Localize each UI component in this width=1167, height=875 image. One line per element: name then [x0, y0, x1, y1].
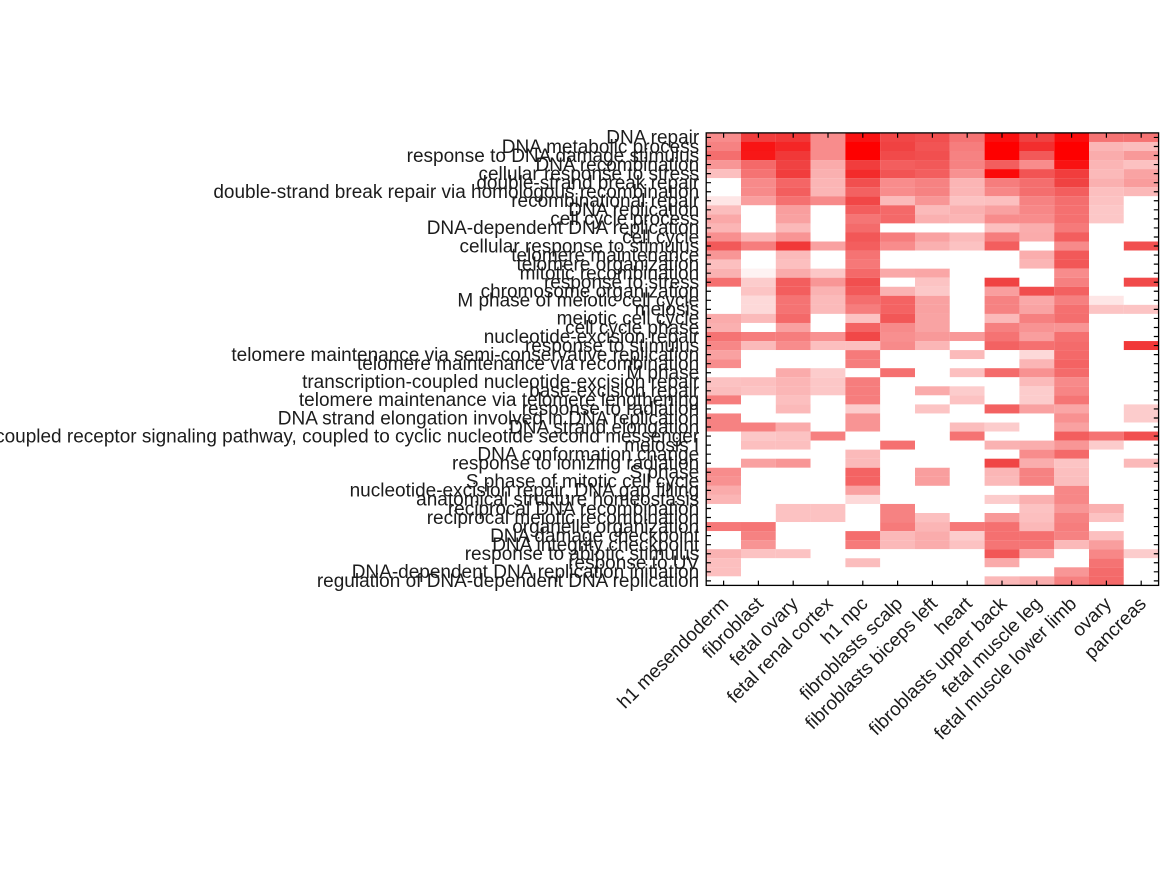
- svg-text:meiosis I: meiosis I: [624, 435, 699, 456]
- svg-text:DNA damage checkpoint: DNA damage checkpoint: [490, 526, 700, 547]
- svg-text:reciprocal meiotic recombinati: reciprocal meiotic recombination: [427, 508, 699, 529]
- svg-text:cellular response to stimulus: cellular response to stimulus: [459, 236, 699, 257]
- svg-text:nucleotide-excision repair: nucleotide-excision repair: [484, 327, 700, 348]
- svg-text:telomere maintenance via recom: telomere maintenance via recombination: [357, 354, 699, 375]
- svg-text:DNA integrity checkpoint: DNA integrity checkpoint: [492, 535, 700, 556]
- svg-text:M phase of meiotic cell cycle: M phase of meiotic cell cycle: [457, 291, 699, 312]
- svg-text:response to radiation: response to radiation: [522, 399, 699, 420]
- svg-text:response to UV: response to UV: [568, 553, 699, 574]
- svg-text:cellular response to stress: cellular response to stress: [478, 164, 699, 185]
- svg-text:base-excision repair: base-excision repair: [529, 381, 700, 402]
- svg-text:S phase: S phase: [629, 463, 699, 484]
- svg-text:DNA-dependent DNA replication: DNA-dependent DNA replication: [427, 218, 700, 239]
- svg-text:chromosome organization: chromosome organization: [481, 282, 700, 303]
- svg-text:double-strand break repair via: double-strand break repair via homologou…: [213, 182, 699, 203]
- svg-text:DNA repair: DNA repair: [606, 128, 700, 149]
- svg-text:DNA strand elongation involved: DNA strand elongation involved in DNA re…: [278, 408, 699, 429]
- svg-text:telomere maintenance via telom: telomere maintenance via telomere length…: [299, 390, 699, 411]
- svg-text:organelle organization: organelle organization: [512, 517, 699, 538]
- svg-text:recombinational repair: recombinational repair: [511, 191, 700, 212]
- svg-text:meiotic cell cycle: meiotic cell cycle: [557, 309, 700, 330]
- svg-text:regulation of DNA-dependent DN: regulation of DNA-dependent DNA replicat…: [317, 571, 699, 592]
- svg-text:transcription-coupled nucleoti: transcription-coupled nucleotide-excisio…: [302, 372, 700, 393]
- svg-text:double-strand break repair: double-strand break repair: [476, 173, 700, 194]
- svg-text:M phase: M phase: [626, 363, 699, 384]
- svg-text:DNA-dependent DNA replication: DNA-dependent DNA replication initiation: [352, 562, 699, 583]
- svg-text:DNA replication: DNA replication: [568, 200, 699, 221]
- svg-text:DNA conformation change: DNA conformation change: [477, 444, 699, 465]
- svg-text:response to abiotic stimulus: response to abiotic stimulus: [465, 544, 699, 565]
- svg-text:mitotic recombination: mitotic recombination: [520, 263, 700, 284]
- svg-text:anatomical structure homeostas: anatomical structure homeostasis: [416, 490, 699, 511]
- svg-text:response to DNA damage stimulu: response to DNA damage stimulus: [407, 146, 700, 167]
- svg-text:DNA metabolic process: DNA metabolic process: [502, 137, 699, 158]
- svg-text:DNA strand elongation: DNA strand elongation: [509, 417, 699, 438]
- svg-text:G-protein coupled receptor sig: G-protein coupled receptor signaling pat…: [0, 426, 700, 447]
- svg-text:DNA recombination: DNA recombination: [535, 155, 699, 176]
- svg-text:cell cycle phase: cell cycle phase: [565, 318, 699, 339]
- svg-text:cell cycle: cell cycle: [622, 227, 699, 248]
- svg-text:meiosis: meiosis: [635, 300, 699, 321]
- svg-text:telomere maintenance via semi-: telomere maintenance via semi-conservati…: [231, 345, 699, 366]
- svg-text:response to ionizing radiation: response to ionizing radiation: [452, 454, 699, 475]
- svg-text:reciprocal DNA recombination: reciprocal DNA recombination: [448, 499, 699, 520]
- svg-text:S phase of mitotic cell cycle: S phase of mitotic cell cycle: [466, 472, 699, 493]
- svg-text:cell cycle process: cell cycle process: [550, 209, 699, 230]
- svg-text:telomere maintenance: telomere maintenance: [511, 245, 699, 266]
- svg-text:response to stimulus: response to stimulus: [525, 336, 699, 357]
- svg-text:telomere organization: telomere organization: [516, 254, 699, 275]
- svg-text:nucleotide-excision repair, DN: nucleotide-excision repair, DNA gap fill…: [350, 481, 700, 502]
- svg-text:response to stress: response to stress: [544, 273, 699, 294]
